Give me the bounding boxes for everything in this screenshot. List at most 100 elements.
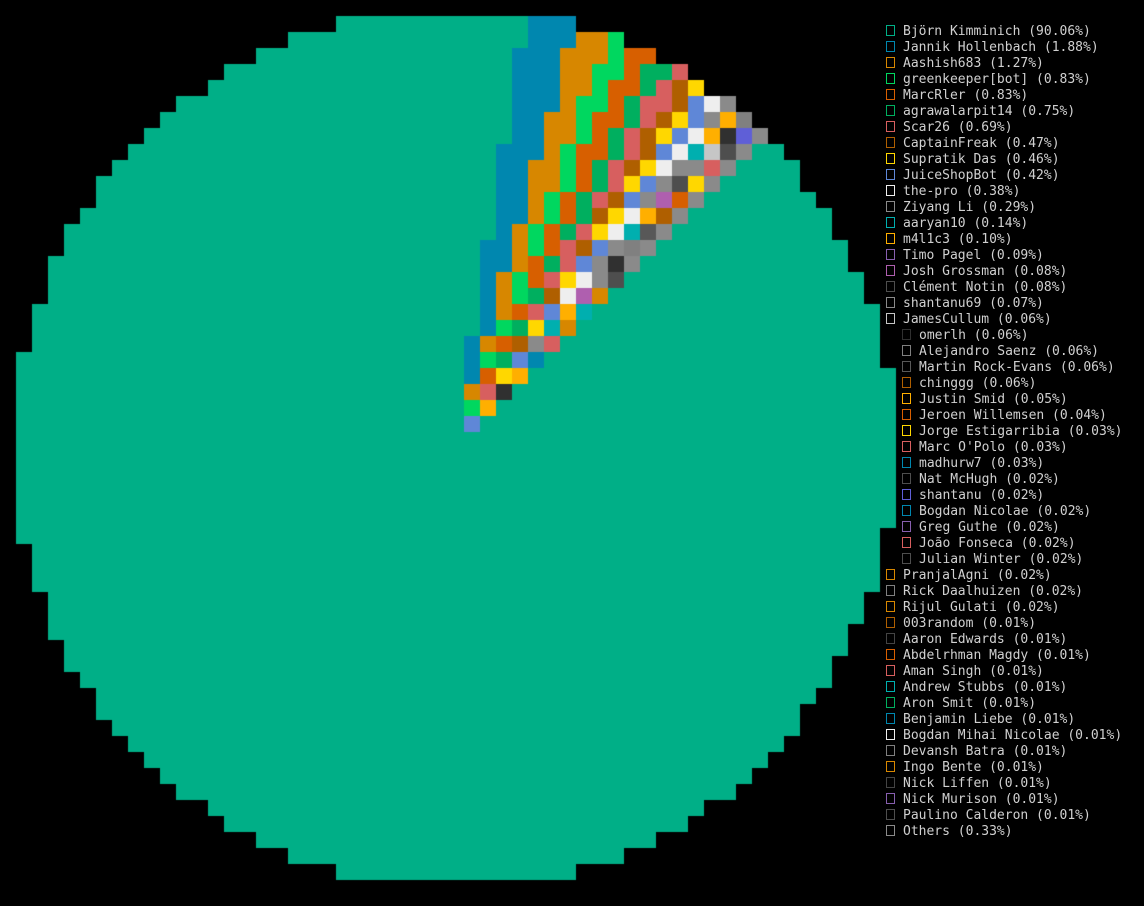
legend-label: Nick Murison (0.01%) [903, 792, 1060, 807]
legend-item: Rick Daalhuizen (0.02%) [886, 584, 1123, 600]
legend-label: JuiceShopBot (0.42%) [903, 168, 1060, 183]
legend-swatch [886, 809, 895, 820]
legend-item: chinggg (0.06%) [886, 376, 1123, 392]
legend-item: Greg Guthe (0.02%) [886, 520, 1123, 536]
legend-item: aaryan10 (0.14%) [886, 216, 1123, 232]
legend-swatch [886, 649, 895, 660]
legend-item: shantanu (0.02%) [886, 488, 1123, 504]
legend-item: Marc O'Polo (0.03%) [886, 440, 1123, 456]
legend-item: Paulino Calderon (0.01%) [886, 808, 1123, 824]
legend-item: João Fonseca (0.02%) [886, 536, 1123, 552]
legend-swatch [886, 169, 895, 180]
legend-swatch [902, 505, 911, 516]
legend-label: Justin Smid (0.05%) [919, 392, 1068, 407]
legend-swatch [902, 521, 911, 532]
legend-item: Others (0.33%) [886, 824, 1123, 840]
legend-item: Aron Smit (0.01%) [886, 696, 1123, 712]
legend-swatch [902, 377, 911, 388]
legend-label: Bogdan Nicolae (0.02%) [919, 504, 1092, 519]
legend-swatch [902, 537, 911, 548]
legend-swatch [886, 137, 895, 148]
legend-item: the-pro (0.38%) [886, 184, 1123, 200]
legend-item: Timo Pagel (0.09%) [886, 248, 1123, 264]
legend-label: Ingo Bente (0.01%) [903, 760, 1044, 775]
legend-label: agrawalarpit14 (0.75%) [903, 104, 1076, 119]
legend-label: madhurw7 (0.03%) [919, 456, 1045, 471]
legend-label: Paulino Calderon (0.01%) [903, 808, 1091, 823]
legend-swatch [902, 425, 911, 436]
legend-swatch [886, 681, 895, 692]
legend-swatch [902, 345, 911, 356]
legend-label: shantanu69 (0.07%) [903, 296, 1044, 311]
legend-label: Aman Singh (0.01%) [903, 664, 1044, 679]
legend-label: Jeroen Willemsen (0.04%) [919, 408, 1107, 423]
legend-item: CaptainFreak (0.47%) [886, 136, 1123, 152]
legend-swatch [902, 473, 911, 484]
legend-label: JamesCullum (0.06%) [903, 312, 1052, 327]
legend-label: shantanu (0.02%) [919, 488, 1045, 503]
legend-swatch [886, 745, 895, 756]
legend-item: Ingo Bente (0.01%) [886, 760, 1123, 776]
legend-item: Jeroen Willemsen (0.04%) [886, 408, 1123, 424]
legend-item: Jannik Hollenbach (1.88%) [886, 40, 1123, 56]
legend-label: MarcRler (0.83%) [903, 88, 1029, 103]
legend-item: Nick Liffen (0.01%) [886, 776, 1123, 792]
legend-label: m4l1c3 (0.10%) [903, 232, 1013, 247]
legend-label: Abdelrhman Magdy (0.01%) [903, 648, 1091, 663]
legend-swatch [886, 297, 895, 308]
legend-item: m4l1c3 (0.10%) [886, 232, 1123, 248]
legend-swatch [902, 361, 911, 372]
legend-item: Jorge Estigarribia (0.03%) [886, 424, 1123, 440]
legend-label: the-pro (0.38%) [903, 184, 1021, 199]
legend-label: Rick Daalhuizen (0.02%) [903, 584, 1084, 599]
legend-item: Rijul Gulati (0.02%) [886, 600, 1123, 616]
legend-label: PranjalAgni (0.02%) [903, 568, 1052, 583]
legend-item: madhurw7 (0.03%) [886, 456, 1123, 472]
legend-item: Aman Singh (0.01%) [886, 664, 1123, 680]
legend-item: Josh Grossman (0.08%) [886, 264, 1123, 280]
chart-legend: Björn Kimminich (90.06%) Jannik Hollenbac… [886, 24, 1123, 840]
legend-swatch [886, 601, 895, 612]
legend-item: omerlh (0.06%) [886, 328, 1123, 344]
legend-label: Jannik Hollenbach (1.88%) [903, 40, 1099, 55]
legend-label: chinggg (0.06%) [919, 376, 1037, 391]
legend-label: Bogdan Mihai Nicolae (0.01%) [903, 728, 1123, 743]
legend-label: Jorge Estigarribia (0.03%) [919, 424, 1123, 439]
legend-item: agrawalarpit14 (0.75%) [886, 104, 1123, 120]
legend-label: João Fonseca (0.02%) [919, 536, 1076, 551]
legend-label: Others (0.33%) [903, 824, 1013, 839]
legend-swatch [886, 665, 895, 676]
legend-label: CaptainFreak (0.47%) [903, 136, 1060, 151]
legend-item: Benjamin Liebe (0.01%) [886, 712, 1123, 728]
legend-label: Supratik Das (0.46%) [903, 152, 1060, 167]
legend-item: Julian Winter (0.02%) [886, 552, 1123, 568]
legend-item: MarcRler (0.83%) [886, 88, 1123, 104]
legend-swatch [886, 249, 895, 260]
legend-item: Martin Rock-Evans (0.06%) [886, 360, 1123, 376]
legend-swatch [886, 153, 895, 164]
legend-swatch [886, 313, 895, 324]
legend-item: Björn Kimminich (90.06%) [886, 24, 1123, 40]
legend-label: Josh Grossman (0.08%) [903, 264, 1068, 279]
legend-label: Devansh Batra (0.01%) [903, 744, 1068, 759]
legend-swatch [886, 281, 895, 292]
legend-swatch [902, 489, 911, 500]
legend-label: Timo Pagel (0.09%) [903, 248, 1044, 263]
legend-item: Clément Notin (0.08%) [886, 280, 1123, 296]
legend-swatch [902, 393, 911, 404]
legend-item: Supratik Das (0.46%) [886, 152, 1123, 168]
legend-swatch [886, 777, 895, 788]
legend-item: Devansh Batra (0.01%) [886, 744, 1123, 760]
legend-swatch [886, 41, 895, 52]
legend-swatch [886, 569, 895, 580]
legend-item: 003random (0.01%) [886, 616, 1123, 632]
legend-swatch [886, 617, 895, 628]
legend-item: Abdelrhman Magdy (0.01%) [886, 648, 1123, 664]
legend-swatch [886, 121, 895, 132]
legend-swatch [886, 729, 895, 740]
legend-item: Bogdan Mihai Nicolae (0.01%) [886, 728, 1123, 744]
legend-swatch [886, 185, 895, 196]
legend-swatch [886, 825, 895, 836]
